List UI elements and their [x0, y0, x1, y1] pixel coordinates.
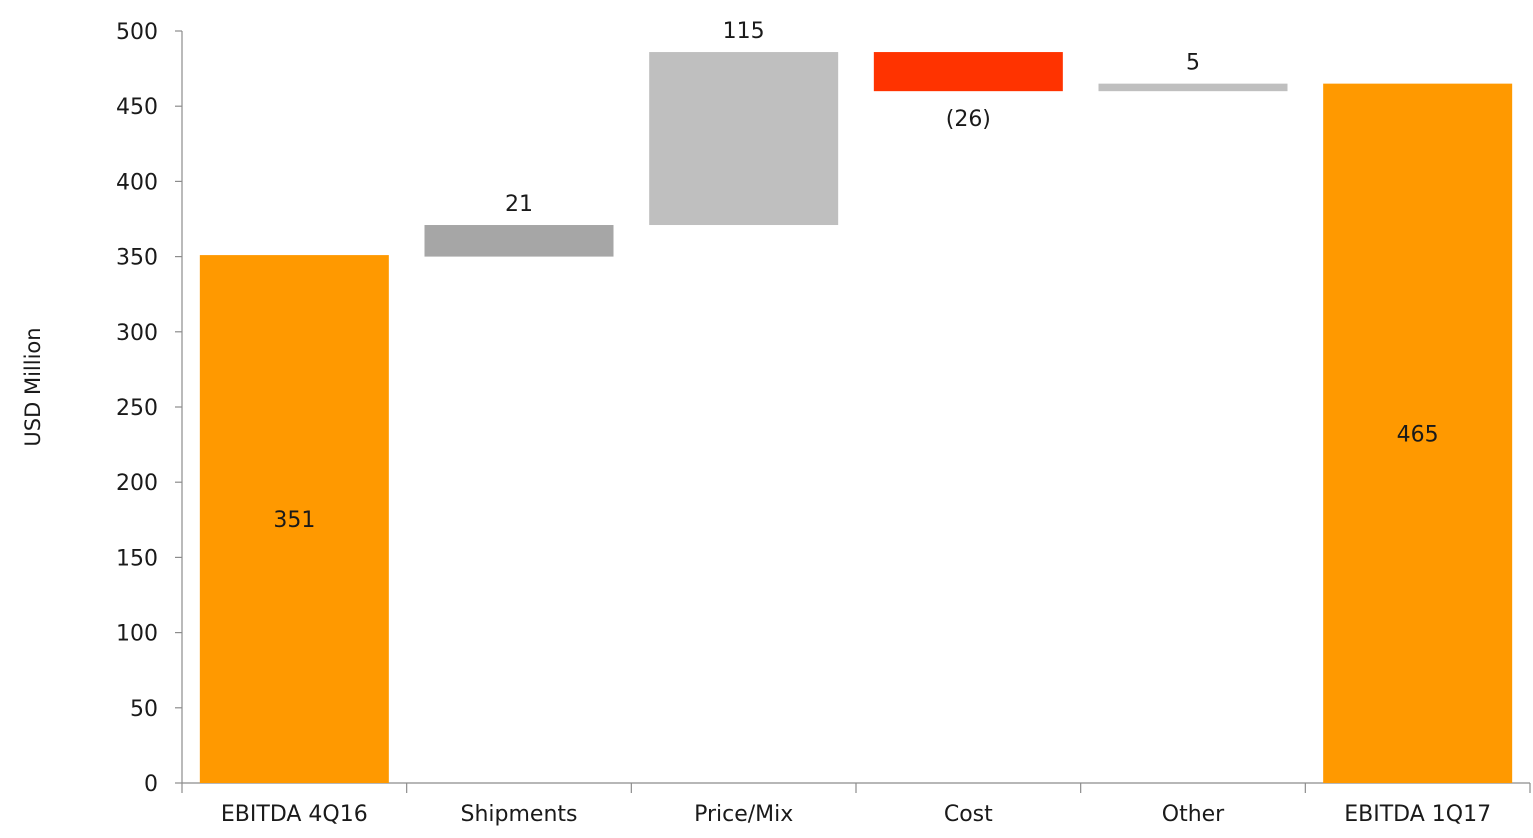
bar-ebitda-1q17 [1323, 83, 1513, 783]
data-label: 115 [723, 19, 765, 44]
y-tick-label: 300 [116, 321, 158, 346]
data-label: 21 [505, 192, 533, 217]
y-tick-label: 0 [144, 772, 158, 797]
data-label: 351 [273, 508, 315, 533]
x-tick-label: Shipments [461, 802, 578, 827]
x-tick-label: EBITDA 4Q16 [221, 802, 368, 827]
x-axis: EBITDA 4Q16 Shipments Price/Mix Cost Other EB… [181, 782, 1531, 827]
bar-cost [873, 52, 1063, 92]
data-labels: 351 21 115 (26) 5 465 [273, 19, 1438, 533]
bars [199, 52, 1513, 783]
y-axis: 0 50 100 150 200 250 300 350 400 450 500 [116, 20, 183, 797]
y-tick-label: 50 [130, 697, 158, 722]
x-tick-label: Other [1162, 802, 1225, 827]
data-label: (26) [946, 107, 991, 132]
x-tick-label: Price/Mix [694, 802, 793, 827]
x-tick-label: EBITDA 1Q17 [1344, 802, 1491, 827]
y-tick-label: 350 [116, 246, 158, 271]
y-tick-label: 500 [116, 20, 158, 45]
y-tick-label: 250 [116, 396, 158, 421]
bar-price-mix [649, 52, 839, 226]
data-label: 5 [1186, 51, 1200, 76]
y-tick-label: 100 [116, 622, 158, 647]
y-axis-title: USD Million [21, 327, 45, 446]
y-tick-label: 450 [116, 95, 158, 120]
bar-ebitda-4q16 [199, 255, 389, 783]
bar-other [1098, 83, 1288, 92]
data-label: 465 [1397, 422, 1439, 447]
x-tick-label: Cost [944, 802, 993, 827]
y-tick-label: 400 [116, 170, 158, 195]
y-tick-label: 200 [116, 471, 158, 496]
bar-shipments [424, 225, 614, 257]
y-tick-label: 150 [116, 546, 158, 571]
